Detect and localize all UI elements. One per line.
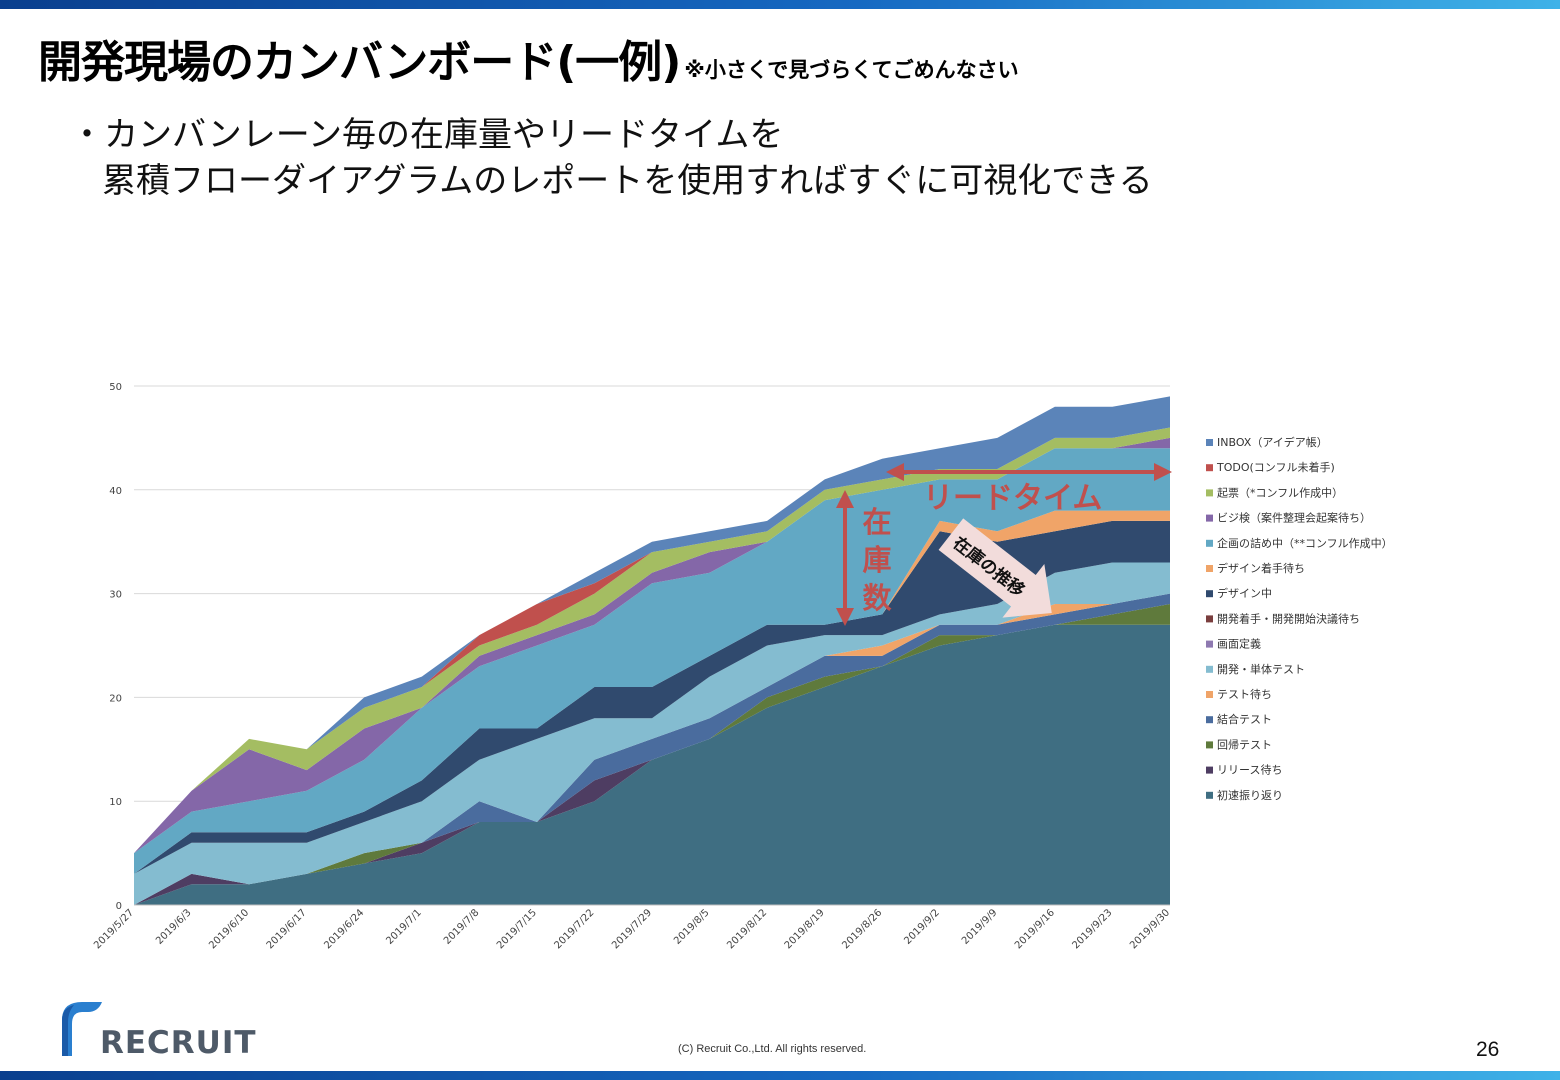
legend-label: 初速振り返り (1217, 788, 1283, 802)
y-tick-label: 0 (116, 901, 122, 912)
x-tick-label: 2019/7/29 (610, 907, 654, 951)
legend-label: テスト待ち (1217, 687, 1272, 701)
lead-time-arrow (886, 463, 1172, 481)
x-tick-label: 2019/7/1 (384, 907, 424, 947)
legend-label: 回帰テスト (1217, 738, 1272, 751)
x-tick-label: 2019/7/8 (442, 907, 482, 947)
slide-title-note: ※小さくで見づらくてごめんなさい (684, 58, 1019, 82)
legend-label: 企画の詰め中（**コンフル作成中） (1217, 536, 1393, 550)
legend-label: 開発・単体テスト (1217, 662, 1305, 676)
copyright-text: (C) Recruit Co.,Ltd. All rights reserved… (678, 1043, 867, 1055)
x-tick-label: 2019/9/23 (1071, 907, 1115, 951)
inventory-arrow (836, 490, 854, 626)
x-tick-label: 2019/6/10 (207, 907, 251, 951)
legend-swatch (1206, 766, 1213, 774)
bottom-accent-bar (0, 1071, 1560, 1080)
recruit-logo-text: RECRUIT (100, 1025, 257, 1061)
legend-swatch (1206, 691, 1213, 698)
y-tick-label: 20 (109, 693, 122, 704)
inventory-label-char: 庫 (862, 543, 891, 577)
y-tick-label: 30 (109, 590, 122, 601)
series-area (134, 562, 1170, 905)
page-number: 26 (1476, 1038, 1500, 1061)
x-tick-label: 2019/9/2 (902, 907, 942, 947)
series-area (134, 448, 1170, 874)
legend-swatch (1206, 590, 1213, 598)
x-tick-label: 2019/6/3 (154, 907, 194, 947)
x-tick-label: 2019/8/5 (672, 907, 712, 947)
y-tick-label: 50 (109, 382, 122, 393)
top-accent-bar (0, 0, 1560, 9)
legend-swatch (1206, 640, 1213, 648)
inventory-label-char: 在 (862, 505, 891, 539)
x-tick-label: 2019/8/12 (725, 907, 769, 951)
recruit-logo-mark (62, 1002, 102, 1056)
legend-swatch (1206, 464, 1213, 472)
legend-label: 起票（*コンフル作成中） (1217, 486, 1343, 499)
legend-label: INBOX（アイデア帳） (1217, 435, 1328, 449)
slide-title: 開発現場のカンバンボード(一例) ※小さくで見づらくてごめんなさい (38, 26, 1019, 90)
x-tick-label: 2019/8/19 (783, 907, 827, 951)
series-area (134, 624, 1170, 905)
legend-label: リリース待ち (1217, 763, 1282, 777)
legend-swatch (1206, 615, 1213, 623)
legend-label: デザイン着手待ち (1217, 561, 1305, 575)
legend-swatch (1206, 791, 1213, 799)
x-tick-label: 2019/9/30 (1128, 907, 1172, 951)
legend-swatch (1206, 489, 1213, 497)
y-tick-label: 10 (109, 797, 122, 808)
x-tick-label: 2019/6/17 (265, 907, 309, 951)
x-tick-label: 2019/7/15 (495, 907, 539, 951)
legend-swatch (1206, 716, 1213, 724)
legend-swatch (1206, 539, 1213, 547)
x-tick-label: 2019/5/27 (92, 907, 136, 951)
legend-label: 開発着手・開発開始決議待ち (1217, 611, 1360, 625)
legend-swatch (1206, 565, 1213, 572)
x-tick-label: 2019/7/22 (553, 907, 597, 951)
legend-label: 結合テスト (1217, 712, 1272, 726)
legend-label: ビジ検（案件整理会起案待ち） (1217, 511, 1371, 525)
legend-swatch (1206, 514, 1213, 522)
lead-time-label: リードタイム (923, 481, 1102, 516)
slide-title-main: 開発現場のカンバンボード(一例) (38, 37, 681, 88)
legend-swatch (1206, 439, 1213, 446)
x-tick-label: 2019/6/24 (322, 907, 366, 951)
legend-label: TODO(コンフル未着手) (1216, 460, 1335, 474)
legend-swatch (1206, 665, 1213, 673)
bullet-line-1: ・カンバンレーン毎の在庫量やリードタイムを (70, 115, 784, 155)
legend-label: 画面定義 (1217, 637, 1261, 651)
x-tick-label: 2019/9/9 (960, 907, 1000, 947)
series-area (134, 593, 1170, 905)
series-area (134, 520, 1170, 874)
x-tick-label: 2019/9/16 (1013, 907, 1057, 951)
x-tick-label: 2019/8/26 (840, 907, 884, 951)
legend-label: デザイン中 (1217, 586, 1272, 600)
bullet-line-2: 累積フローダイアグラムのレポートを使用すればすぐに可視化できる (102, 161, 1153, 201)
y-tick-label: 40 (109, 486, 122, 497)
bullet-text: ・カンバンレーン毎の在庫量やリードタイムを 累積フローダイアグラムのレポートを使… (70, 112, 1153, 204)
inventory-label-char: 数 (862, 581, 892, 615)
legend-swatch (1206, 741, 1213, 749)
cumulative-flow-chart: 0 10 20 30 40 50 2019/5/27 2019/6/3 2019/6/10 201… (92, 382, 1393, 951)
